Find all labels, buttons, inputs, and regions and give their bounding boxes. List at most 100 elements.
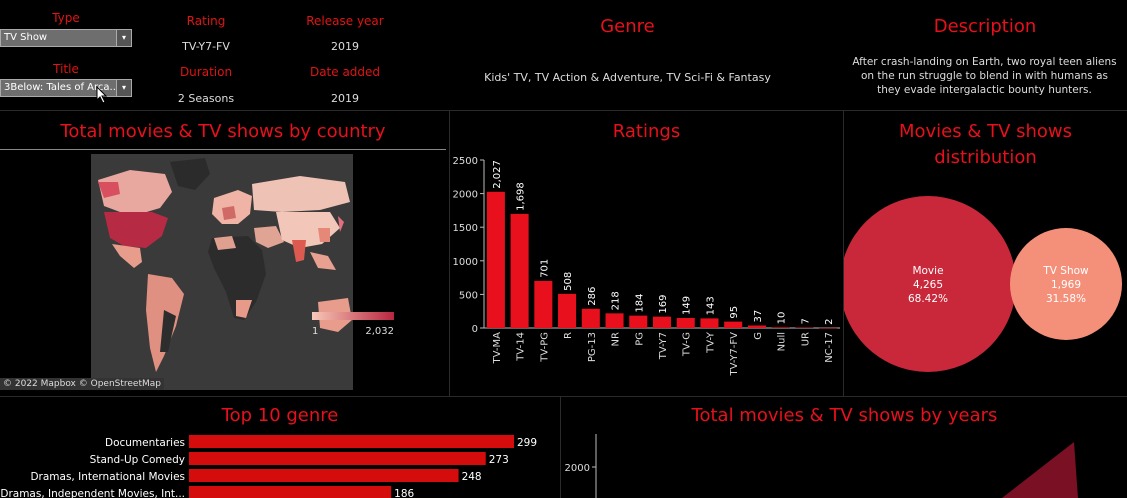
data-label: 1,698 — [516, 182, 527, 211]
bar — [771, 327, 790, 328]
data-label: 95 — [729, 306, 740, 319]
bar — [795, 327, 814, 329]
genre-value: 248 — [462, 471, 482, 483]
type-dropdown[interactable]: TV Show ▾ — [0, 29, 132, 47]
distribution-title: Movies & TV shows distribution — [844, 119, 1127, 171]
type-filter-label: Type — [52, 11, 80, 25]
legend-max: 2,032 — [365, 326, 394, 337]
data-label: 10 — [777, 312, 788, 325]
divider — [0, 396, 1127, 397]
bar — [510, 213, 529, 328]
genre-label: Stand-Up Comedy — [90, 454, 185, 466]
data-label: 149 — [682, 296, 693, 315]
bar — [486, 191, 505, 328]
data-label: 37 — [753, 310, 764, 323]
genre-label: Dramas, Independent Movies, Int... — [0, 488, 185, 498]
category-label: R — [563, 332, 574, 339]
top-genre-chart: Documentaries 299 Stand-Up Comedy 273 Dramas… — [0, 435, 537, 498]
bar — [629, 315, 648, 328]
genre-value: 299 — [517, 437, 537, 449]
genre-value: Kids' TV, TV Action & Adventure, TV Sci-… — [484, 71, 771, 84]
date-added-label: Date added — [309, 65, 381, 79]
description-line: on the run struggle to blend in with hum… — [861, 70, 1108, 82]
bar — [700, 318, 719, 328]
data-label: 143 — [705, 296, 716, 315]
description-line: they evade intergalactic bounty hunters. — [877, 84, 1092, 96]
ratings-chart: 0 500 1000 1500 2000 2500 2,027 TV-MA 1,698 TV-14… — [453, 156, 840, 377]
bar — [724, 321, 743, 328]
bar — [558, 293, 577, 328]
movie-percent: 68.42% — [908, 293, 948, 305]
data-label: 7 — [800, 318, 811, 324]
bar — [652, 316, 672, 328]
data-label: 169 — [658, 295, 669, 314]
category-label: TV-G — [682, 332, 693, 357]
title-dropdown[interactable]: 3Below: Tales of Arca... ▾ — [0, 79, 132, 97]
movie-count: 4,265 — [913, 279, 943, 291]
chevron-down-icon[interactable]: ▾ — [116, 80, 131, 96]
data-label: 2 — [824, 318, 835, 324]
duration-label: Duration — [179, 65, 233, 79]
duration-value: 2 Seasons — [177, 92, 235, 105]
genre-label: Dramas, International Movies — [30, 471, 185, 483]
category-label: TV-14 — [516, 332, 527, 362]
category-label: PG — [634, 332, 645, 346]
bar — [676, 317, 695, 328]
genre-label: Documentaries — [105, 437, 185, 449]
y-tick-label: 2000 — [565, 463, 590, 474]
world-map[interactable]: 1 2,032 — [0, 152, 446, 392]
divider — [843, 110, 844, 396]
category-label: PG-13 — [587, 332, 598, 362]
data-label: 184 — [634, 294, 645, 313]
rating-value: TV-Y7-FV — [182, 40, 230, 53]
y-tick-label: 2500 — [453, 156, 478, 167]
description-title: Description — [933, 16, 1037, 37]
category-label: UR — [800, 332, 811, 346]
category-label: TV-Y — [705, 331, 716, 354]
title-underline — [0, 149, 446, 150]
top-genre-title: Top 10 genre — [221, 405, 339, 426]
category-label: Null — [777, 332, 788, 351]
divider — [449, 110, 450, 396]
data-label: 701 — [539, 259, 550, 278]
map-attribution[interactable]: © 2022 Mapbox © OpenStreetMap — [0, 378, 164, 390]
movie-label: Movie — [912, 265, 943, 277]
legend-min: 1 — [312, 326, 318, 337]
title-dropdown-value: 3Below: Tales of Arca... — [4, 82, 120, 93]
movie-bubble[interactable] — [844, 196, 1016, 372]
y-tick-label: 500 — [459, 290, 478, 301]
map-title: Total movies & TV shows by country — [60, 121, 386, 142]
divider — [560, 396, 561, 498]
distribution-title-line: Movies & TV shows — [898, 121, 1073, 142]
bar — [605, 313, 624, 328]
legend-color-bar — [312, 312, 394, 320]
bar — [819, 327, 838, 329]
data-label: 508 — [563, 272, 574, 291]
release-year-label: Release year — [306, 14, 384, 28]
description-text: After crash-landing on Earth, two royal … — [842, 55, 1127, 97]
date-added-value: 2019 — [331, 92, 359, 105]
genre-bar — [189, 486, 392, 498]
y-tick-label: 1500 — [453, 223, 478, 234]
category-label: TV-Y7-FV — [729, 332, 740, 377]
data-label: 218 — [611, 291, 622, 310]
genre-bar — [189, 469, 459, 482]
title-filter-label: Title — [53, 62, 79, 76]
chevron-down-icon[interactable]: ▾ — [116, 30, 131, 46]
distribution-title-line: distribution — [934, 147, 1037, 168]
tv-show-label: TV Show — [1042, 265, 1089, 277]
y-tick-label: 0 — [472, 324, 478, 335]
ratings-title: Ratings — [612, 121, 681, 142]
tv-show-bubble[interactable] — [1010, 228, 1122, 340]
genre-bar — [189, 452, 486, 465]
data-label: 286 — [587, 287, 598, 306]
tv-show-count: 1,969 — [1051, 279, 1081, 291]
y-tick-label: 1000 — [453, 257, 478, 268]
category-label: TV-Y7 — [658, 332, 669, 360]
release-year-value: 2019 — [331, 40, 359, 53]
description-line: After crash-landing on Earth, two royal … — [852, 56, 1117, 68]
category-label: G — [753, 332, 764, 340]
genre-value: 186 — [394, 488, 414, 498]
genre-bar — [189, 435, 514, 448]
bar — [581, 308, 600, 328]
